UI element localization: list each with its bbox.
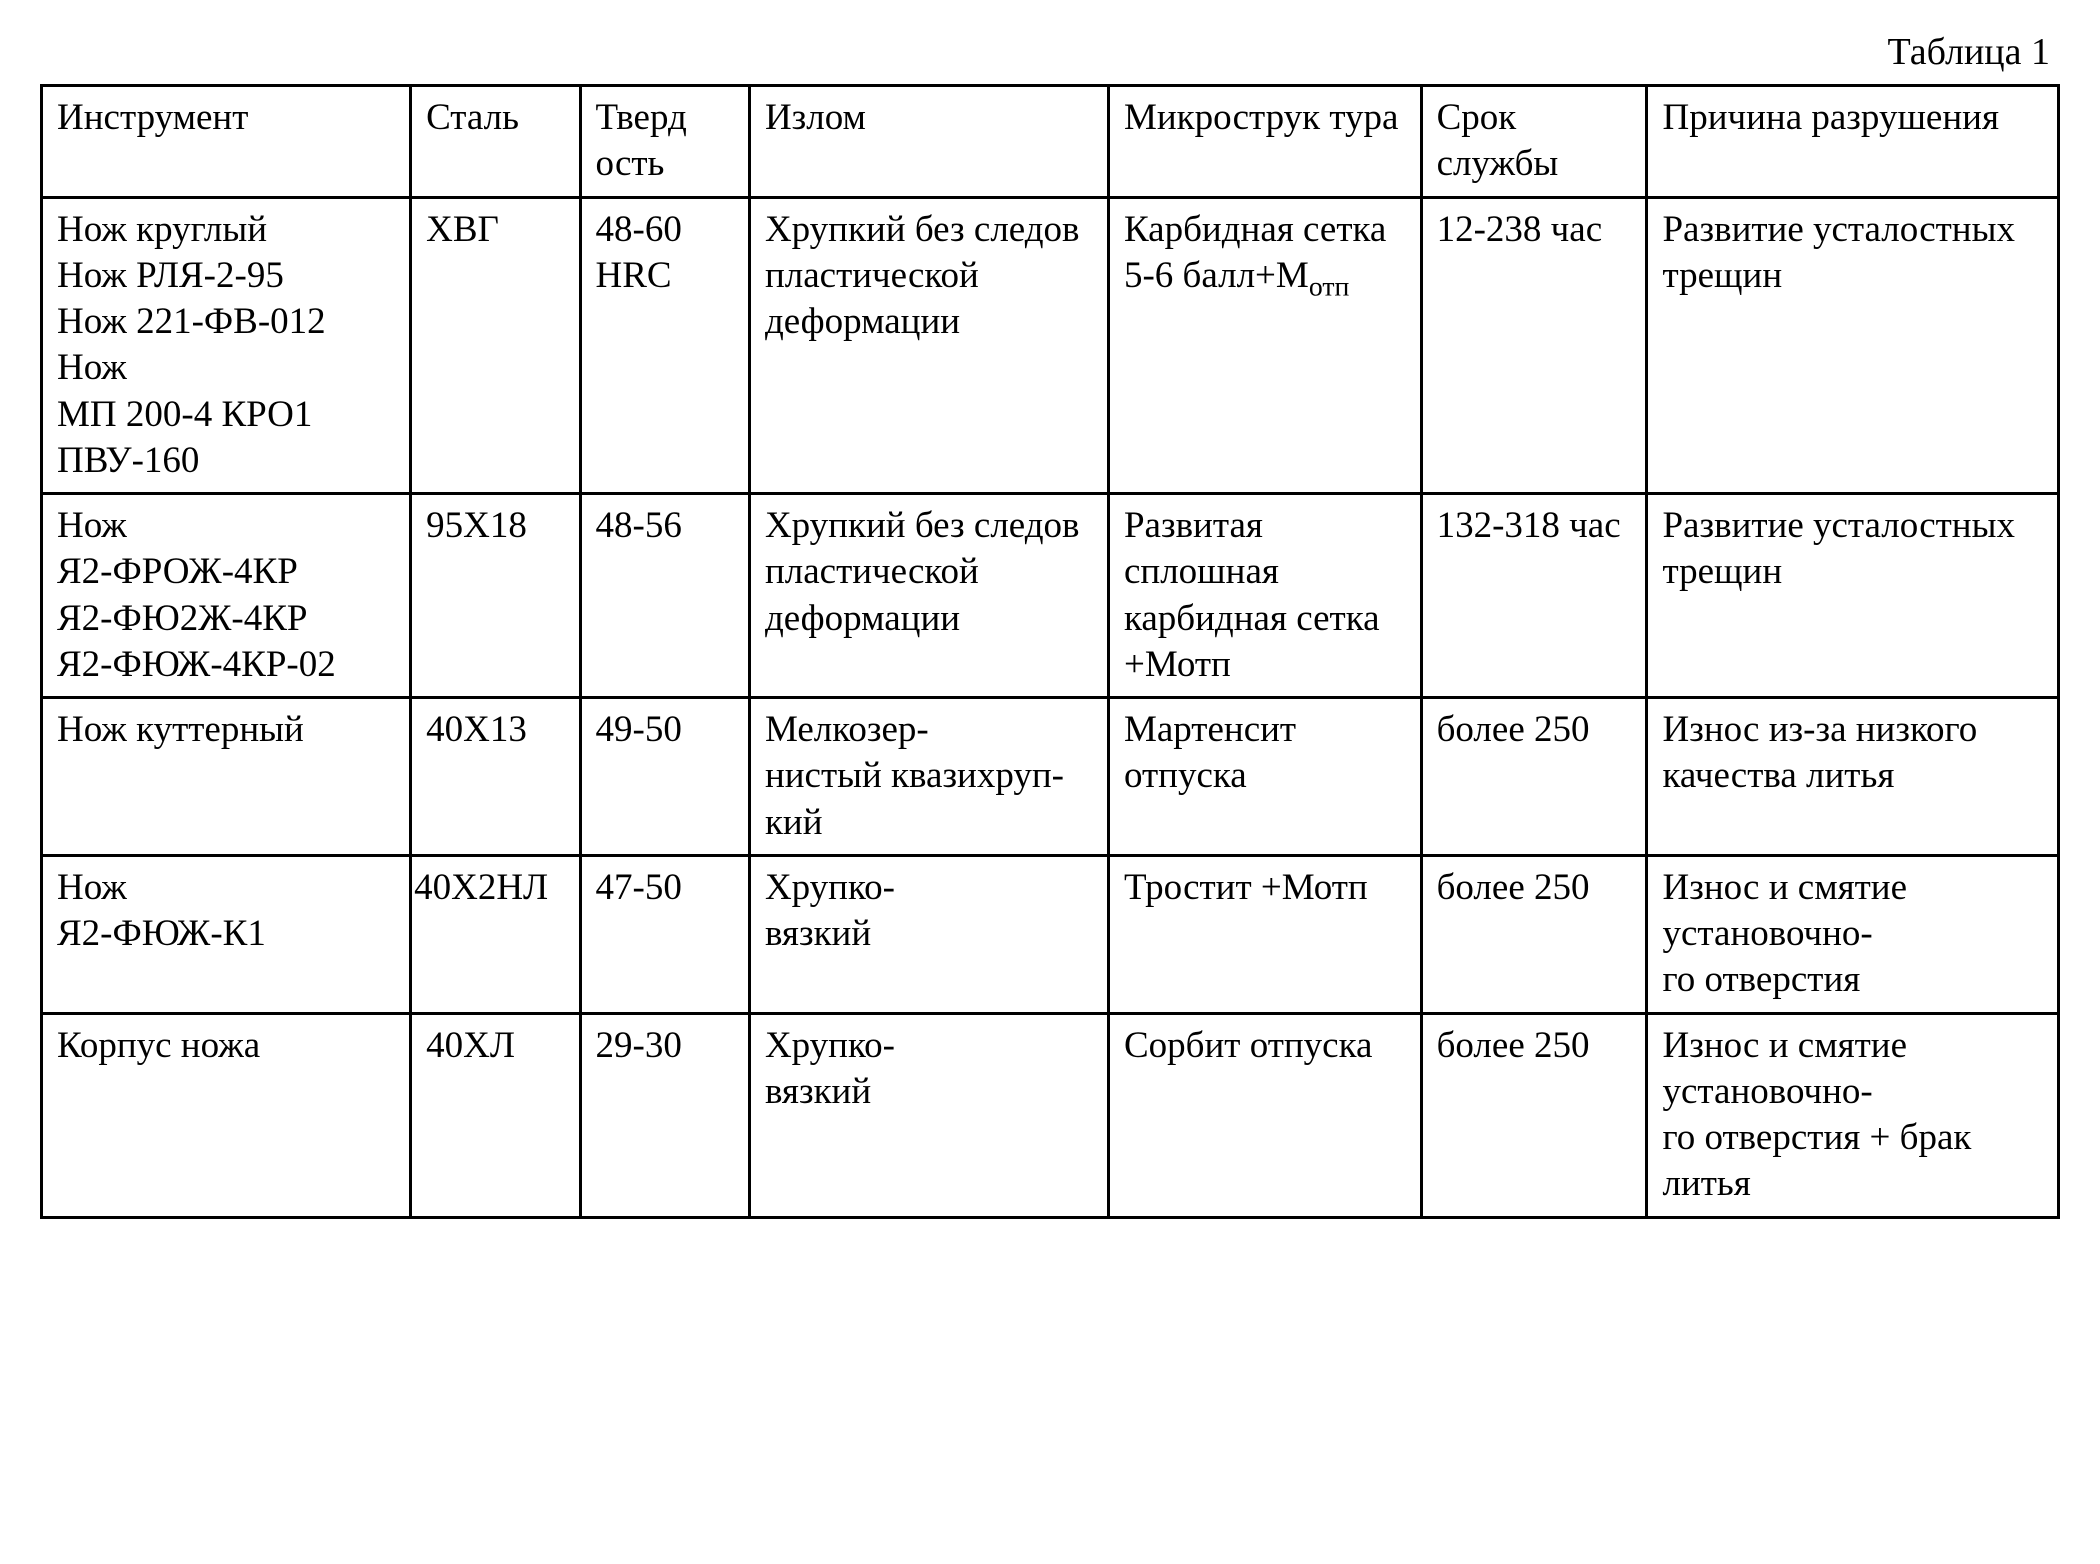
- table-cell: Хрупкий без следов пластической деформац…: [749, 197, 1108, 494]
- table-cell: Хрупкий без следов пластической деформац…: [749, 494, 1108, 698]
- table-cell: 12-238 час: [1421, 197, 1647, 494]
- col-header: Инструмент: [42, 86, 411, 198]
- table-cell: Нож куттерный: [42, 698, 411, 856]
- col-header: Излом: [749, 86, 1108, 198]
- table-row: НожЯ2-ФЮЖ-К140Х2НЛ47-50Хрупко-вязкийТрос…: [42, 855, 2059, 1013]
- col-header: Сталь: [411, 86, 580, 198]
- table-cell: 95Х18: [411, 494, 580, 698]
- table-header-row: Инструмент Сталь Тверд ость Излом Микрос…: [42, 86, 2059, 198]
- table-cell: Развитие усталостных трещин: [1647, 197, 2059, 494]
- col-header: Тверд ость: [580, 86, 749, 198]
- col-header: Срок службы: [1421, 86, 1647, 198]
- table-caption: Таблица 1: [40, 30, 2060, 74]
- table-cell: Мартенсит отпуска: [1108, 698, 1421, 856]
- table-cell: более 250: [1421, 855, 1647, 1013]
- table-cell: Развитая сплошная карбидная сетка +Мотп: [1108, 494, 1421, 698]
- table-row: Нож круглыйНож РЛЯ-2-95Нож 221-ФВ-012Нож…: [42, 197, 2059, 494]
- table-cell: Развитие усталостных трещин: [1647, 494, 2059, 698]
- table-cell: Корпус ножа: [42, 1013, 411, 1217]
- table-cell: 40ХЛ: [411, 1013, 580, 1217]
- table-cell: Тростит +Мотп: [1108, 855, 1421, 1013]
- table-cell: Износ из-за низкого качества литья: [1647, 698, 2059, 856]
- table-cell: 48-60 HRC: [580, 197, 749, 494]
- table-cell: 49-50: [580, 698, 749, 856]
- table-cell: Хрупко-вязкий: [749, 855, 1108, 1013]
- data-table: Инструмент Сталь Тверд ость Излом Микрос…: [40, 84, 2060, 1219]
- table-cell: более 250: [1421, 698, 1647, 856]
- table-cell: Мелкозер-нистый квазихруп-кий: [749, 698, 1108, 856]
- table-row: Корпус ножа40ХЛ29-30Хрупко-вязкийСорбит …: [42, 1013, 2059, 1217]
- table-cell: 40Х13: [411, 698, 580, 856]
- table-cell: 29-30: [580, 1013, 749, 1217]
- table-body: Нож круглыйНож РЛЯ-2-95Нож 221-ФВ-012Нож…: [42, 197, 2059, 1217]
- table-cell: 47-50: [580, 855, 749, 1013]
- table-cell: ХВГ: [411, 197, 580, 494]
- table-cell: более 250: [1421, 1013, 1647, 1217]
- table-cell: НожЯ2-ФЮЖ-К1: [42, 855, 411, 1013]
- table-cell: Износ и смятие установочно-го отверстия …: [1647, 1013, 2059, 1217]
- table-cell: Хрупко-вязкий: [749, 1013, 1108, 1217]
- table-cell: 132-318 час: [1421, 494, 1647, 698]
- table-cell: Карбидная сетка 5-6 балл+Мотп: [1108, 197, 1421, 494]
- table-row: НожЯ2-ФРОЖ-4КРЯ2-ФЮ2Ж-4КРЯ2-ФЮЖ-4КР-0295…: [42, 494, 2059, 698]
- table-cell: 48-56: [580, 494, 749, 698]
- table-row: Нож куттерный40Х1349-50Мелкозер-нистый к…: [42, 698, 2059, 856]
- table-cell: НожЯ2-ФРОЖ-4КРЯ2-ФЮ2Ж-4КРЯ2-ФЮЖ-4КР-02: [42, 494, 411, 698]
- table-cell: Сорбит отпуска: [1108, 1013, 1421, 1217]
- col-header: Микрострук тура: [1108, 86, 1421, 198]
- table-cell: Износ и смятие установочно-го отверстия: [1647, 855, 2059, 1013]
- table-cell: Нож круглыйНож РЛЯ-2-95Нож 221-ФВ-012Нож…: [42, 197, 411, 494]
- col-header: Причина разрушения: [1647, 86, 2059, 198]
- table-cell: 40Х2НЛ: [411, 855, 580, 1013]
